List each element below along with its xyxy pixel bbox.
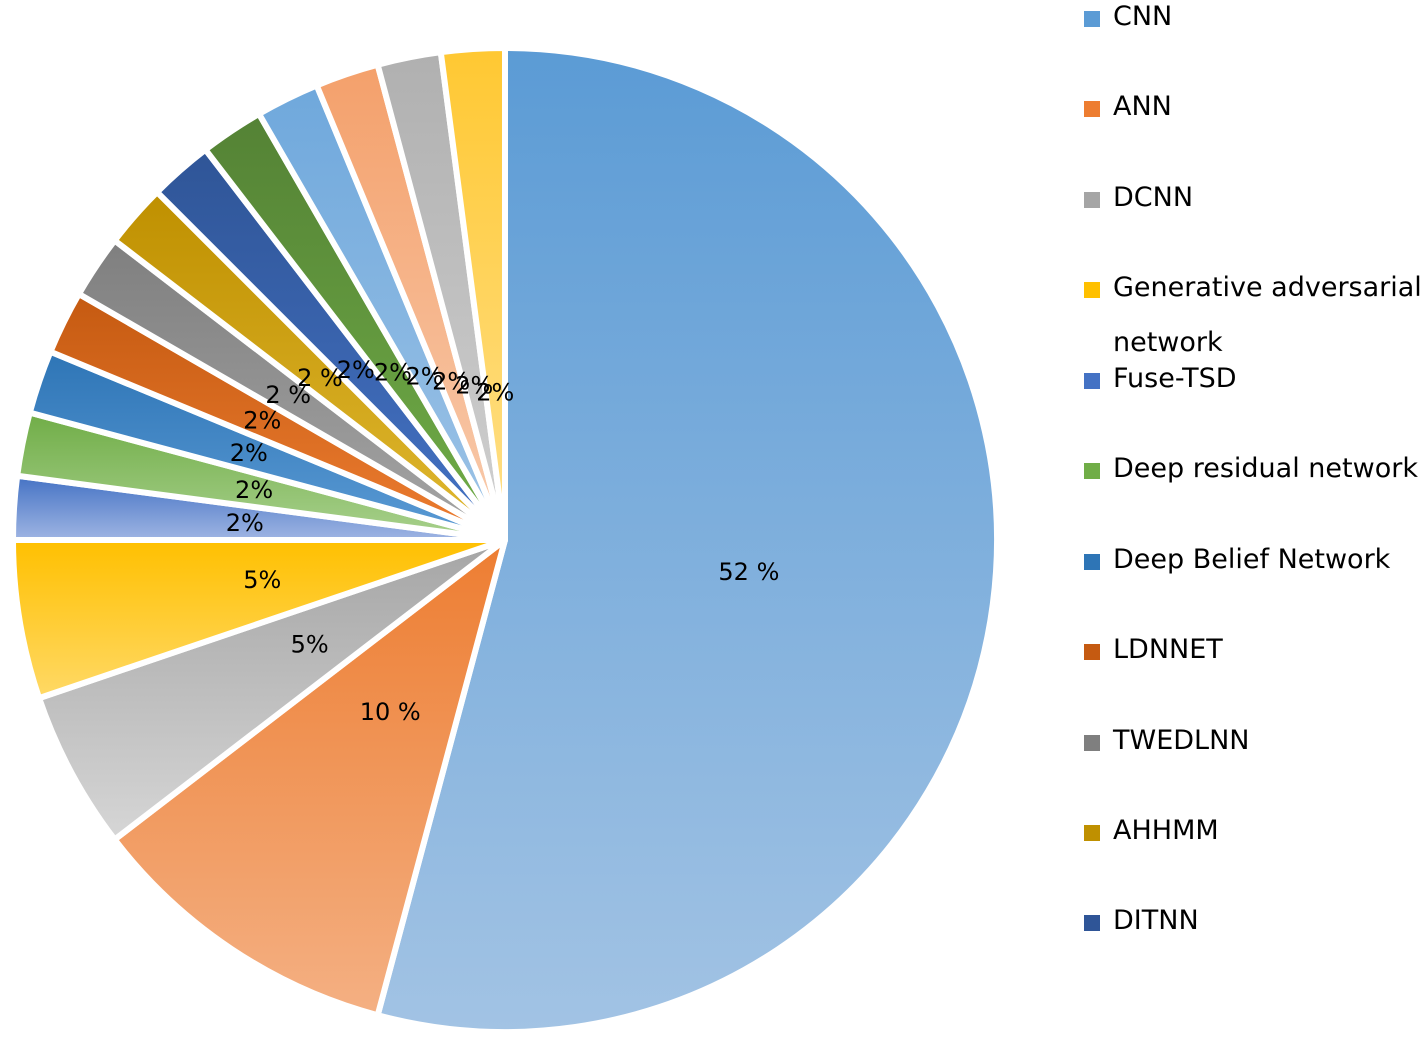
legend-item-fuse-tsd: Fuse-TSD — [1084, 362, 1423, 395]
legend-label: Generative adversarial network — [1113, 272, 1422, 358]
legend-item-twedlnn: TWEDLNN — [1084, 724, 1423, 757]
data-label: 10 % — [360, 698, 421, 726]
legend-label: Deep residual network — [1113, 453, 1418, 484]
data-label: 2 % — [297, 364, 343, 392]
legend-item-ann: ANN — [1084, 90, 1423, 123]
legend-label: ANN — [1113, 91, 1172, 122]
legend-swatch — [1084, 825, 1100, 841]
legend-swatch — [1084, 192, 1100, 208]
data-label: 2% — [455, 372, 493, 400]
legend-swatch — [1084, 735, 1100, 751]
data-label: 2% — [243, 406, 281, 434]
legend-item-deep-residual-network: Deep residual network — [1084, 452, 1423, 485]
pie-data-labels: 52 %10 %5%5%2%2%2%2%2 %2 %2% 2%2%2%2%2% — [226, 356, 780, 726]
data-label: 2% — [405, 363, 443, 391]
legend-label: Fuse-TSD — [1113, 363, 1237, 394]
data-label: 2% — [374, 358, 412, 386]
legend-label: LDNNET — [1113, 634, 1223, 665]
legend-label: DCNN — [1113, 182, 1194, 213]
legend-label: CNN — [1113, 1, 1173, 32]
data-label: 2% — [226, 509, 264, 537]
pie-slices — [10, 45, 1000, 1035]
pie-slice-ann — [111, 537, 508, 1019]
legend-swatch — [1084, 463, 1100, 479]
legend-item-ldnnet: LDNNET — [1084, 633, 1423, 666]
legend-swatch — [1084, 644, 1100, 660]
legend-item-ahhmm: AHHMM — [1084, 814, 1423, 847]
legend-item-gan: Generative adversarial network — [1084, 271, 1423, 370]
legend-label: DITNN — [1113, 905, 1199, 936]
legend-label: Deep Belief Network — [1113, 544, 1391, 575]
legend-item-dcnn: DCNN — [1084, 181, 1423, 214]
data-label: 2% — [432, 368, 470, 396]
pie-slice-unlabeled-15 — [437, 45, 508, 543]
pie-chart: 52 %10 %5%5%2%2%2%2%2 %2 %2% 2%2%2%2%2% — [10, 45, 1000, 1035]
legend-label: TWEDLNN — [1113, 725, 1250, 756]
legend-swatch — [1084, 373, 1100, 389]
data-label: 5% — [291, 630, 329, 658]
data-label: 5% — [243, 566, 281, 594]
legend-item-deep-belief-network: Deep Belief Network — [1084, 543, 1423, 576]
pie-slice-dcnn — [36, 537, 508, 843]
data-label: 2 % — [265, 381, 311, 409]
legend-swatch — [1084, 915, 1100, 931]
data-label: 2% — [337, 356, 375, 384]
legend-item-cnn: CNN — [1084, 0, 1423, 33]
legend-item-ditnn: DITNN — [1084, 904, 1423, 937]
pie-slice-cnn — [374, 45, 1000, 1035]
data-label: 2% — [476, 379, 514, 407]
legend-swatch — [1084, 11, 1100, 27]
legend-label: AHHMM — [1113, 815, 1219, 846]
data-label: 2% — [230, 439, 268, 467]
data-label: 2% — [235, 476, 273, 504]
data-label: 52 % — [718, 558, 779, 586]
legend-swatch — [1084, 282, 1100, 298]
legend-swatch — [1084, 101, 1100, 117]
legend-swatch — [1084, 554, 1100, 570]
pie-slice-generative-adversarial-network — [10, 537, 508, 702]
